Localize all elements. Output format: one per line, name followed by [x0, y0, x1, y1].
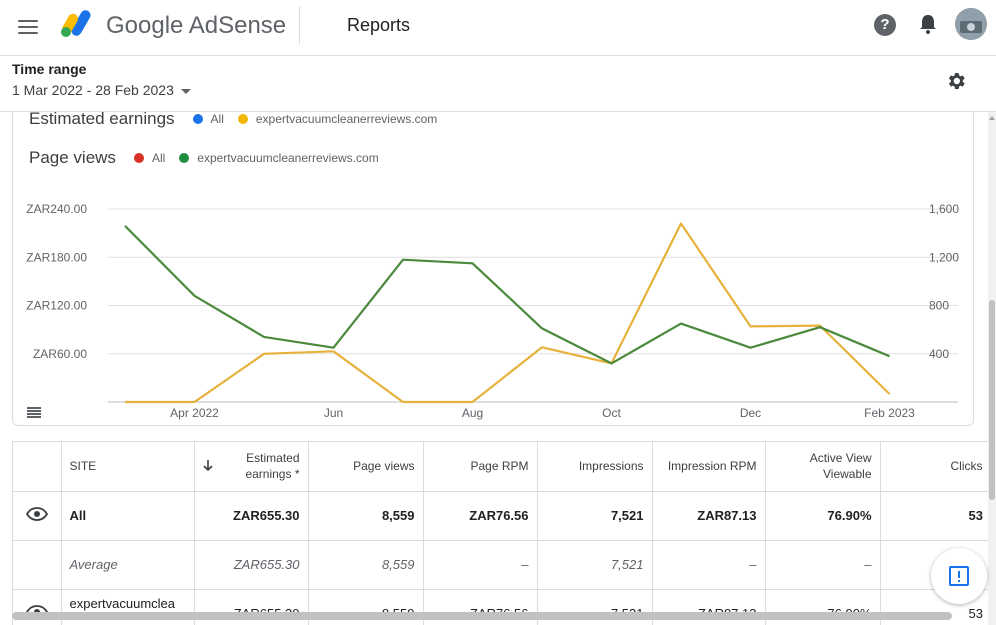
eye-cell	[13, 491, 62, 541]
green-dot-icon	[179, 153, 190, 163]
x-tick-label: Aug	[462, 406, 483, 420]
brand-name: Google AdSense	[106, 12, 287, 39]
eye-cell	[13, 540, 62, 590]
caret-down-icon	[180, 88, 191, 94]
x-tick-label: Jun	[324, 406, 343, 420]
y-right-tick-label: 1,600	[929, 202, 959, 216]
legend-item-pageviews-site[interactable]: expertvacuumcleanerreviews.com	[179, 151, 379, 165]
pageviews-legend: Page views All expertvacuumcleanerreview…	[29, 148, 393, 168]
page-scrollbar-thumb[interactable]	[989, 300, 995, 500]
scroll-up-arrow-icon[interactable]	[989, 116, 995, 120]
time-range-selector[interactable]: 1 Mar 2022 - 28 Feb 2023	[12, 82, 191, 98]
feedback-button[interactable]	[931, 548, 987, 604]
column-header-page-rpm[interactable]: Page RPM	[423, 442, 538, 492]
table-cell: –	[765, 540, 881, 590]
pageviews-legend-title: Page views	[29, 148, 116, 167]
earnings-legend-title: Estimated earnings	[29, 112, 175, 128]
notifications-bell-icon[interactable]	[918, 13, 938, 35]
site-cell: All	[61, 491, 195, 541]
x-tick-label: Feb 2023	[864, 406, 915, 420]
legend-item-pageviews-all[interactable]: All	[133, 151, 165, 165]
page-title: Reports	[347, 15, 411, 35]
report-filter-bar: Time range 1 Mar 2022 - 28 Feb 2023	[0, 56, 996, 112]
column-header-estimated-earnings[interactable]: Estimated earnings *	[194, 442, 309, 492]
series-line-1	[124, 225, 890, 365]
table-cell: ZAR87.13	[652, 491, 766, 541]
table-cell: ZAR76.56	[423, 491, 538, 541]
table-cell: 53	[880, 491, 988, 541]
table-cell: ZAR655.30	[194, 540, 309, 590]
y-right-tick-label: 800	[929, 299, 949, 313]
legend-item-earnings-site[interactable]: expertvacuumcleanerreviews.com	[237, 112, 437, 126]
settings-gear-icon[interactable]	[945, 70, 967, 92]
header-divider	[299, 6, 300, 44]
help-icon[interactable]: ?	[874, 14, 896, 36]
table-cell: 7,521	[537, 540, 653, 590]
y-right-tick-label: 400	[929, 347, 949, 361]
x-tick-label: Dec	[740, 406, 761, 420]
earnings-legend: Estimated earnings All expertvacuumclean…	[29, 112, 451, 129]
y-left-tick-label: ZAR120.00	[26, 299, 87, 313]
x-tick-label: Apr 2022	[170, 406, 219, 420]
table-cell: –	[652, 540, 766, 590]
arrow-down-icon	[202, 460, 213, 472]
y-left-tick-label: ZAR60.00	[33, 347, 87, 361]
time-range-value: 1 Mar 2022 - 28 Feb 2023	[12, 82, 174, 98]
table-cell: 8,559	[308, 540, 424, 590]
site-cell: Average	[61, 540, 195, 590]
column-header-impressions[interactable]: Impressions	[537, 442, 653, 492]
red-dot-icon	[133, 153, 144, 163]
table-header-row: SITE Estimated earnings * Page views Pag…	[13, 442, 988, 492]
column-header-impression-rpm[interactable]: Impression RPM	[652, 442, 766, 492]
table-cell: 8,559	[308, 491, 424, 541]
blue-dot-icon	[192, 114, 203, 124]
time-range-label: Time range	[12, 61, 87, 77]
feedback-icon	[949, 566, 969, 586]
column-header-active-view[interactable]: Active View Viewable	[765, 442, 881, 492]
legend-item-earnings-all[interactable]: All	[192, 112, 224, 126]
yellow-dot-icon	[237, 114, 248, 124]
eye-column-header	[13, 442, 62, 492]
user-avatar[interactable]	[955, 8, 987, 40]
y-left-tick-label: ZAR240.00	[26, 202, 87, 216]
column-header-clicks[interactable]: Clicks	[880, 442, 988, 492]
main-menu-icon[interactable]	[18, 16, 40, 38]
table-row: All ZAR655.30 8,559 ZAR76.56 7,521 ZAR87.13 76…	[13, 491, 988, 541]
column-header-site[interactable]: SITE	[61, 442, 195, 492]
series-line-0	[125, 222, 891, 404]
table-horizontal-scrollbar[interactable]	[12, 612, 952, 620]
adsense-logo-icon	[61, 10, 91, 37]
x-tick-label: Oct	[602, 406, 621, 420]
top-bar: Google AdSense Reports ?	[0, 0, 996, 56]
report-table: SITE Estimated earnings * Page views Pag…	[12, 441, 988, 625]
y-left-tick-label: ZAR180.00	[26, 250, 87, 264]
visibility-eye-icon[interactable]	[25, 507, 48, 524]
table-cell: –	[423, 540, 538, 590]
column-header-page-views[interactable]: Page views	[308, 442, 424, 492]
y-right-tick-label: 1,200	[929, 250, 959, 264]
chart-table-toggle-icon[interactable]	[27, 406, 41, 418]
table-cell: 76.90%	[765, 491, 881, 541]
performance-chart-card: Estimated earnings All expertvacuumclean…	[12, 112, 974, 426]
table-cell: ZAR655.30	[194, 491, 309, 541]
line-chart: ZAR60.00 400 ZAR120.00 800 ZAR180.00 1,200 ZAR…	[26, 202, 959, 420]
table-cell: 7,521	[537, 491, 653, 541]
